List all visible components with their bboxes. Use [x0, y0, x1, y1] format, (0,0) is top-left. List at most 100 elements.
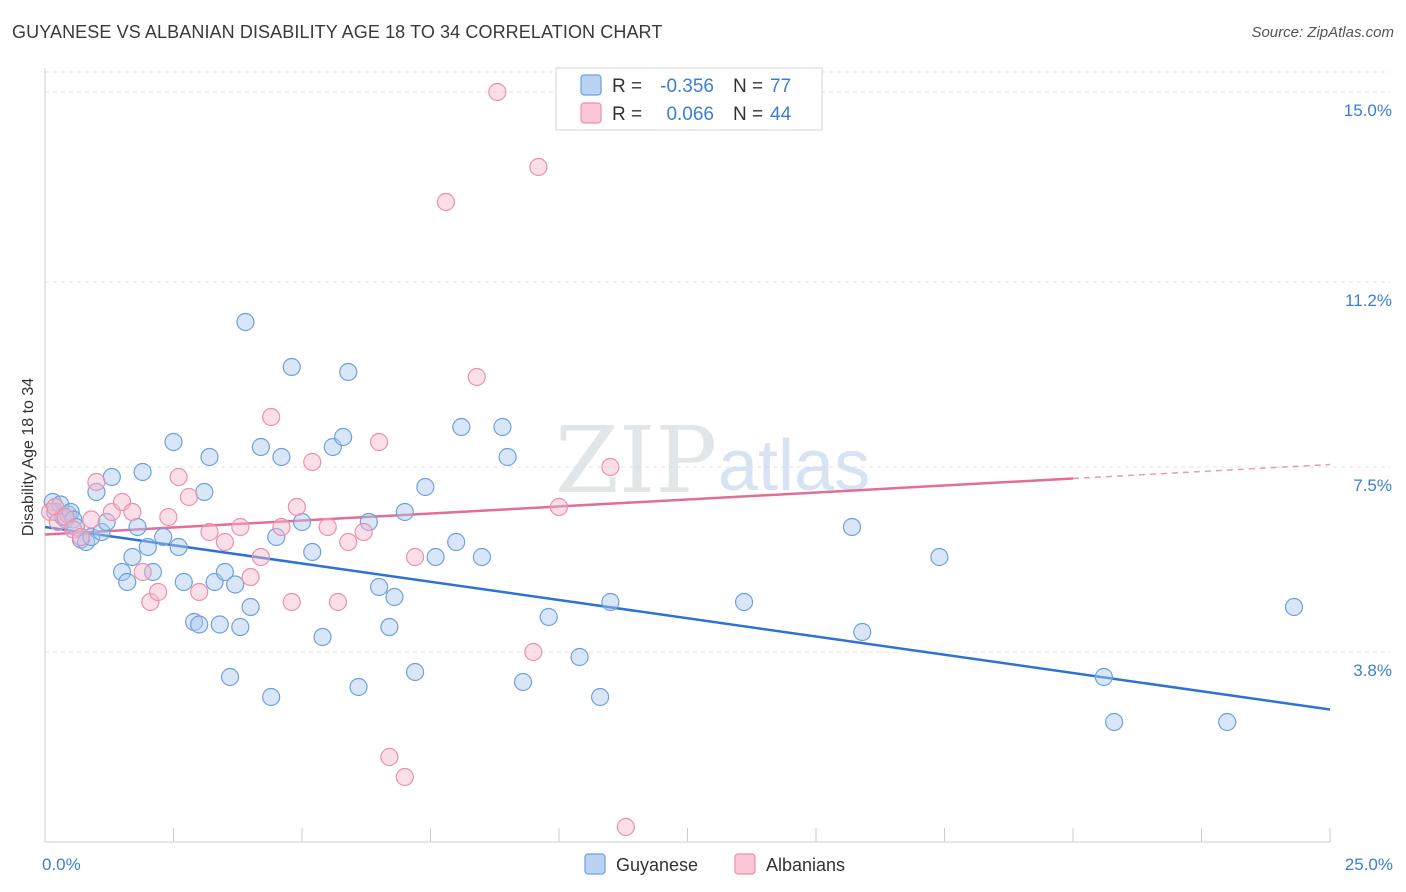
- guyanese-point: [215, 562, 234, 582]
- albanians-point: [616, 817, 635, 837]
- guyanese-point: [112, 562, 132, 582]
- guyanese-point: [405, 662, 425, 682]
- guyanese-point: [236, 312, 255, 332]
- guyanese-point: [1218, 712, 1237, 732]
- albanians-point: [354, 522, 373, 542]
- albanians-point: [328, 592, 348, 612]
- guyanese-point: [220, 667, 240, 687]
- albanians-point: [251, 547, 270, 567]
- albanians-point: [287, 497, 306, 517]
- guyanese-point: [231, 617, 250, 637]
- guyanese-point: [118, 572, 137, 592]
- x-tick-label: 0.0%: [42, 855, 81, 874]
- legend: R = -0.356 N = 77 R = 0.066 N = 44: [555, 67, 823, 131]
- legend-n-value: 44: [770, 104, 792, 125]
- guyanese-point: [452, 417, 471, 437]
- guyanese-point: [123, 547, 142, 567]
- guyanese-point: [349, 677, 368, 697]
- guyanese-point: [339, 362, 358, 382]
- guyanese-point: [395, 502, 414, 522]
- albanians-point: [467, 367, 486, 387]
- guyanese-point: [570, 647, 589, 667]
- guyanese-point: [447, 532, 466, 552]
- guyanese-point: [303, 542, 322, 562]
- albanians-legend-swatch: [580, 102, 602, 124]
- albanians-point: [339, 532, 358, 552]
- legend-r-label: R =: [612, 76, 642, 97]
- guyanese-point: [380, 617, 399, 637]
- guyanese-point: [174, 572, 193, 592]
- albanians-point: [549, 497, 569, 517]
- albanians-point: [82, 510, 101, 529]
- guyanese-point: [267, 527, 286, 547]
- guyanese-point: [133, 462, 152, 482]
- guyanese-point: [416, 477, 435, 497]
- albanians-point: [318, 517, 337, 537]
- albanians-point: [241, 567, 260, 587]
- legend-n-value: 77: [770, 76, 791, 97]
- points-layer: [41, 82, 1304, 837]
- guyanese-point: [241, 597, 260, 617]
- x-tick-label: 25.0%: [1345, 855, 1393, 874]
- guyanese-point: [930, 547, 949, 567]
- guyanese-point: [226, 575, 245, 594]
- guyanese-point: [539, 607, 558, 627]
- bottom-legend: Guyanese Albanians: [584, 853, 845, 875]
- guyanese-point: [190, 615, 209, 634]
- guyanese-point: [97, 512, 116, 532]
- y-tick-label: 15.0%: [1344, 101, 1392, 120]
- chart-title: GUYANESE VS ALBANIAN DISABILITY AGE 18 T…: [12, 22, 663, 42]
- albanians-point: [303, 452, 322, 472]
- legend-n-label: N =: [733, 76, 763, 97]
- guyanese-point: [498, 447, 517, 467]
- guyanese-point: [591, 687, 610, 707]
- guyanese-point: [102, 467, 121, 487]
- guyanese-point: [385, 587, 404, 607]
- grid-layer: [45, 71, 1390, 653]
- guyanese-point: [138, 537, 157, 557]
- axis-layer: 3.8% 7.5% 11.2% 15.0% 0.0% 25.0% Disability Ag…: [20, 68, 1393, 874]
- albanians-point: [141, 592, 160, 612]
- guyanese-point: [143, 562, 163, 582]
- guyanese-point: [77, 532, 96, 552]
- y-tick-label: 7.5%: [1353, 476, 1392, 495]
- albanians-point: [148, 582, 168, 602]
- guyanese-point: [493, 417, 512, 437]
- guyanese-point: [734, 592, 754, 612]
- albanians-point: [215, 532, 234, 552]
- guyanese-point: [359, 512, 378, 532]
- albanians-trend-line: [44, 477, 1074, 536]
- albanians-trend-extension: [1072, 463, 1331, 480]
- albanians-point: [159, 507, 178, 527]
- guyanese-point: [313, 627, 332, 647]
- guyanese-point: [184, 612, 204, 632]
- y-tick-label: 11.2%: [1345, 291, 1392, 310]
- guyanese-point: [92, 522, 111, 542]
- albanians-bottom-legend-label: Albanians: [766, 855, 845, 875]
- guyanese-bottom-legend-swatch: [584, 853, 606, 875]
- albanians-bottom-legend-swatch: [734, 853, 756, 875]
- albanians-point: [64, 520, 83, 539]
- albanians-point: [179, 487, 199, 507]
- albanians-point: [524, 642, 543, 662]
- watermark-zip: ZIP: [555, 407, 717, 514]
- guyanese-point: [87, 482, 106, 502]
- guyanese-point: [154, 527, 173, 547]
- legend-r-value: -0.356: [660, 76, 714, 97]
- guyanese-legend-swatch: [580, 74, 602, 96]
- source-label: Source: ZipAtlas.com: [1251, 24, 1394, 41]
- legend-r-label: R =: [612, 104, 642, 125]
- albanians-point: [87, 472, 106, 492]
- guyanese-point: [262, 687, 281, 707]
- albanians-point: [380, 747, 399, 767]
- guyanese-point: [282, 357, 301, 377]
- albanians-point: [395, 767, 414, 787]
- albanians-point: [488, 82, 507, 102]
- albanians-point: [282, 592, 301, 612]
- guyanese-point: [370, 577, 389, 597]
- albanians-point: [200, 522, 219, 542]
- albanians-point: [262, 407, 281, 427]
- trend-layer: [44, 463, 1331, 711]
- guyanese-point: [251, 437, 270, 457]
